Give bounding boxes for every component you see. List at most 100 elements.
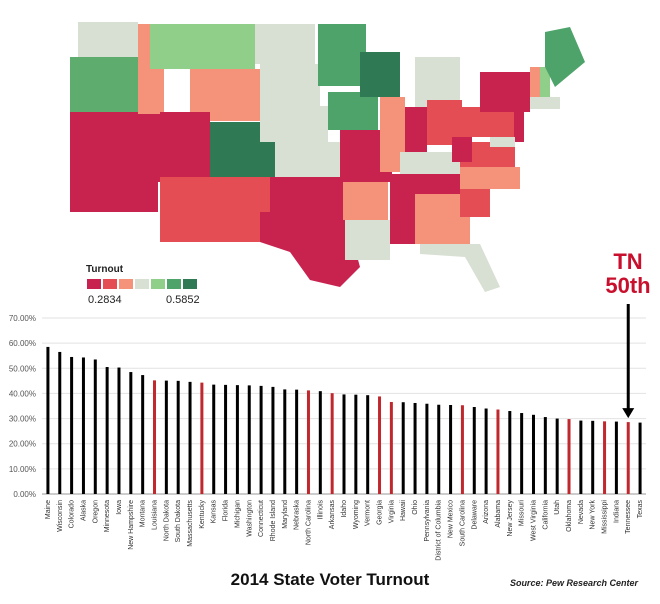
x-tick-label: Delaware <box>471 500 478 530</box>
x-tick-label: West Virginia <box>530 500 537 541</box>
legend-swatch <box>118 278 134 290</box>
state-indiana <box>405 107 427 162</box>
y-tick-label: 50.00% <box>9 364 36 373</box>
bar <box>413 402 417 494</box>
bar <box>295 389 299 494</box>
state-new-hampshire <box>540 67 550 97</box>
turnout-bar-chart: 0.00% 10.00% 20.00% 30.00% 40.00% 50.00% 60.00… <box>9 304 646 561</box>
tn-callout: TN 50th <box>588 250 660 298</box>
x-tick-label: New Mexico <box>448 500 455 538</box>
bar <box>247 385 251 494</box>
state-kansas <box>275 142 340 177</box>
callout-line2: 50th <box>605 273 651 298</box>
state-oregon <box>70 57 138 112</box>
legend-swatch <box>86 278 102 290</box>
bar <box>58 351 62 494</box>
x-tick-label: Alaska <box>80 500 87 521</box>
bar <box>591 420 595 494</box>
state-minnesota <box>318 24 366 86</box>
y-tick-label: 30.00% <box>9 415 36 424</box>
x-tick-label: Indiana <box>613 500 620 523</box>
x-tick-label: Kentucky <box>199 500 206 529</box>
bar <box>259 385 263 494</box>
state-south-carolina <box>460 187 490 217</box>
bar <box>318 391 322 494</box>
x-tick-label: Montana <box>140 500 147 527</box>
y-tick-label: 10.00% <box>9 465 36 474</box>
x-tick-label: Florida <box>223 500 230 522</box>
bar <box>378 396 382 494</box>
bar <box>70 356 74 494</box>
legend-swatch <box>102 278 118 290</box>
bar <box>176 380 180 494</box>
state-texas <box>260 212 360 287</box>
x-tick-label: Minnesota <box>104 500 111 532</box>
bar <box>354 394 358 494</box>
bar <box>449 404 453 494</box>
bar <box>129 372 133 494</box>
x-tick-label: Arkansas <box>329 500 336 530</box>
bar <box>141 375 145 494</box>
y-tick-label: 60.00% <box>9 339 36 348</box>
state-new-york <box>480 72 530 112</box>
x-tick-label: Oklahoma <box>566 500 573 532</box>
bar <box>200 382 204 494</box>
x-tick-label: Iowa <box>116 500 123 515</box>
x-tick-label: Alabama <box>495 500 502 528</box>
x-tick-label: South Dakota <box>175 500 182 543</box>
state-nevada <box>110 112 160 182</box>
x-tick-label: Hawaii <box>400 500 407 521</box>
state-oklahoma <box>270 177 345 212</box>
x-tick-label: Ohio <box>412 500 419 515</box>
bar <box>389 401 393 494</box>
x-tick-label: New Jersey <box>507 500 514 537</box>
state-north-dakota <box>255 24 315 64</box>
state-shapes <box>70 22 585 292</box>
bar <box>212 384 216 494</box>
bar <box>567 419 571 494</box>
bar <box>496 409 500 494</box>
bar <box>117 367 121 494</box>
state-louisiana <box>345 220 390 260</box>
bar <box>472 407 476 494</box>
x-tick-label: Utah <box>554 500 561 515</box>
x-tick-label: Georgia <box>377 500 384 525</box>
x-tick-label: South Carolina <box>459 500 466 546</box>
bar <box>638 422 642 494</box>
state-massachusetts <box>530 97 560 109</box>
bar <box>484 408 488 494</box>
bar <box>437 404 441 494</box>
bar <box>153 380 157 494</box>
bar <box>330 393 334 494</box>
bar <box>508 411 512 494</box>
y-tick-label: 20.00% <box>9 440 36 449</box>
x-tick-label: North Carolina <box>305 500 312 545</box>
x-tick-label: Mississippi <box>602 500 609 534</box>
bar <box>366 395 370 494</box>
legend-swatch <box>150 278 166 290</box>
legend-max-label: 0.5852 <box>166 294 200 306</box>
us-turnout-map <box>70 22 585 292</box>
map-legend: Turnout 0.2834 0.5852 <box>86 264 266 312</box>
bar <box>224 384 228 494</box>
x-tick-label: Wyoming <box>353 500 360 529</box>
y-tick-label: 70.00% <box>9 314 36 323</box>
bar <box>93 359 97 494</box>
x-tick-label: Tennessee <box>625 500 632 534</box>
bar <box>614 421 618 494</box>
legend-swatch <box>166 278 182 290</box>
state-alabama <box>415 194 440 244</box>
state-wisconsin <box>360 52 400 97</box>
y-tick-label: 0.00% <box>13 490 36 499</box>
x-tick-label: Rhode Island <box>270 500 277 541</box>
x-tick-label: California <box>542 500 549 530</box>
state-maryland <box>490 137 515 147</box>
bar <box>81 357 85 494</box>
state-new-jersey <box>514 112 524 142</box>
bar <box>283 389 287 494</box>
x-tick-label: Washington <box>246 500 253 537</box>
x-tick-label: North Dakota <box>163 500 170 541</box>
state-kentucky <box>400 152 460 174</box>
x-tick-label: Kansas <box>211 500 218 524</box>
state-tennessee <box>390 174 460 194</box>
